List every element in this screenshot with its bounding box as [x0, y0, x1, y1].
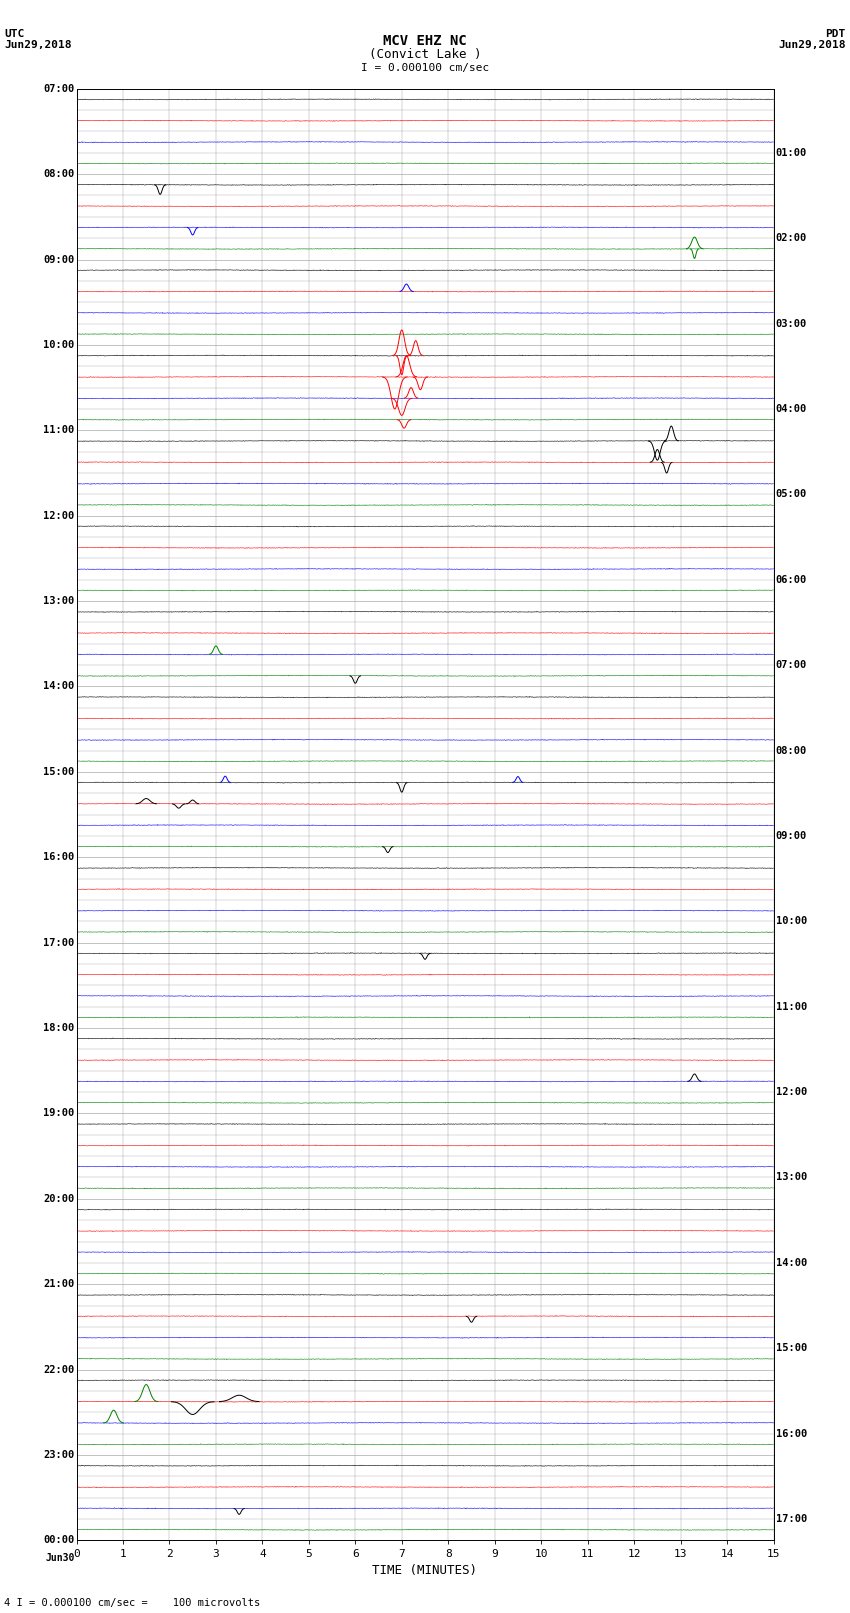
Text: 02:00: 02:00	[775, 234, 807, 244]
Text: 22:00: 22:00	[43, 1365, 75, 1374]
Text: 10:00: 10:00	[775, 916, 807, 926]
Text: 12:00: 12:00	[43, 511, 75, 521]
Text: Jun30: Jun30	[45, 1553, 75, 1563]
Text: Jun29,2018: Jun29,2018	[4, 40, 71, 50]
Text: 16:00: 16:00	[775, 1429, 807, 1439]
Text: 19:00: 19:00	[43, 1108, 75, 1118]
Text: 20:00: 20:00	[43, 1194, 75, 1203]
Text: 21:00: 21:00	[43, 1279, 75, 1289]
Text: 13:00: 13:00	[43, 597, 75, 606]
Text: 11:00: 11:00	[43, 426, 75, 436]
Text: 06:00: 06:00	[775, 574, 807, 586]
Text: 09:00: 09:00	[775, 831, 807, 840]
Text: 23:00: 23:00	[43, 1450, 75, 1460]
Text: 05:00: 05:00	[775, 489, 807, 500]
X-axis label: TIME (MINUTES): TIME (MINUTES)	[372, 1563, 478, 1576]
Text: I = 0.000100 cm/sec: I = 0.000100 cm/sec	[361, 63, 489, 73]
Text: 03:00: 03:00	[775, 318, 807, 329]
Text: 04:00: 04:00	[775, 403, 807, 415]
Text: 16:00: 16:00	[43, 852, 75, 863]
Text: 08:00: 08:00	[43, 169, 75, 179]
Text: 17:00: 17:00	[43, 937, 75, 948]
Text: 13:00: 13:00	[775, 1173, 807, 1182]
Text: PDT: PDT	[825, 29, 846, 39]
Text: MCV EHZ NC: MCV EHZ NC	[383, 34, 467, 48]
Text: 15:00: 15:00	[43, 766, 75, 777]
Text: 17:00: 17:00	[775, 1515, 807, 1524]
Text: (Convict Lake ): (Convict Lake )	[369, 48, 481, 61]
Text: 14:00: 14:00	[43, 681, 75, 692]
Text: 18:00: 18:00	[43, 1023, 75, 1032]
Text: 09:00: 09:00	[43, 255, 75, 265]
Text: Jun29,2018: Jun29,2018	[779, 40, 846, 50]
Text: 01:00: 01:00	[775, 148, 807, 158]
Text: UTC: UTC	[4, 29, 25, 39]
Text: 07:00: 07:00	[43, 84, 75, 94]
Text: 07:00: 07:00	[775, 660, 807, 669]
Text: 08:00: 08:00	[775, 745, 807, 755]
Text: 10:00: 10:00	[43, 340, 75, 350]
Text: 14:00: 14:00	[775, 1258, 807, 1268]
Text: 11:00: 11:00	[775, 1002, 807, 1011]
Text: 15:00: 15:00	[775, 1344, 807, 1353]
Text: 12:00: 12:00	[775, 1087, 807, 1097]
Text: 00:00: 00:00	[43, 1536, 75, 1545]
Text: 4 I = 0.000100 cm/sec =    100 microvolts: 4 I = 0.000100 cm/sec = 100 microvolts	[4, 1598, 260, 1608]
